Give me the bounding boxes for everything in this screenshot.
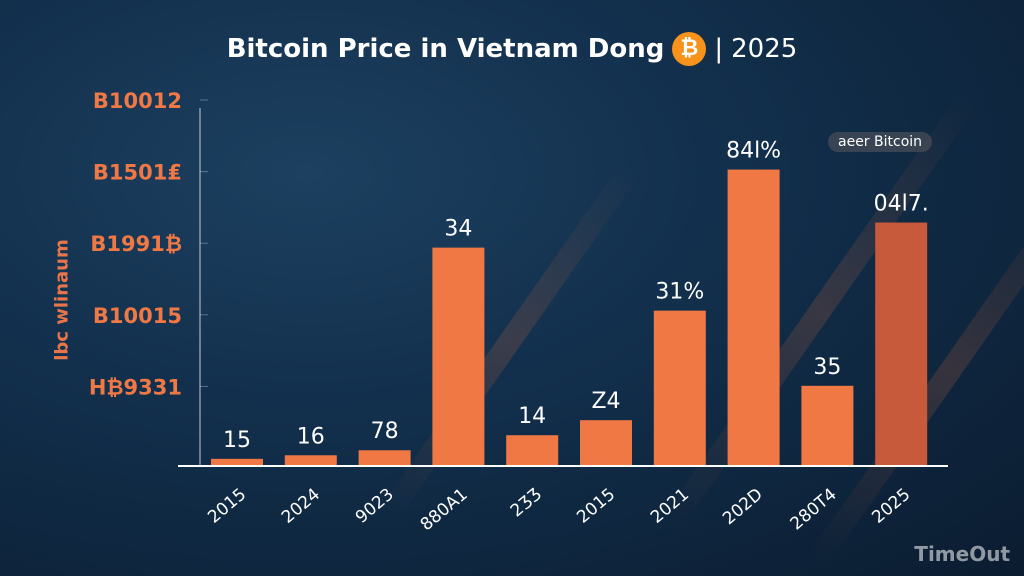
x-tick-label: 880A1 (417, 485, 472, 536)
x-tick-label: 280T4 (787, 485, 841, 535)
title-year: 2025 (731, 34, 798, 64)
bar (653, 310, 706, 466)
data-label: Z4 (591, 389, 620, 414)
bar (801, 385, 854, 466)
chart-title: Bitcoin Price in Vietnam Dong ₿ | 2025 (226, 32, 798, 66)
bar (506, 435, 559, 466)
x-tick-label: 2ƷƷ (507, 485, 545, 522)
x-tick-label: 2015 (573, 485, 619, 528)
x-tick-label: 9023 (352, 485, 398, 528)
y-tick-label: B10012 (93, 89, 182, 113)
y-tick-label: B1501₤ (93, 161, 182, 185)
legend: aeer Bitcoin (828, 132, 933, 152)
y-tick-label: H₿9331 (89, 375, 182, 399)
bar (211, 458, 263, 466)
bar (875, 222, 928, 466)
bitcoin-icon: ₿ (672, 32, 707, 66)
bar (432, 247, 485, 466)
bar (358, 450, 411, 466)
data-label: 35 (813, 355, 841, 380)
y-tick-label: B10015 (93, 304, 182, 328)
x-tick-label: 2024 (278, 485, 324, 528)
x-tick-label: 202D (719, 485, 767, 530)
x-tick-label: 2015 (204, 485, 250, 528)
data-label: 04l7. (874, 192, 929, 217)
data-label: 78 (371, 419, 399, 444)
data-label: 84l% (726, 139, 781, 164)
bar (284, 455, 337, 466)
y-tick-label: B1991₿ (90, 232, 182, 256)
x-tick-label: 2025 (868, 485, 914, 528)
data-label: 16 (297, 424, 325, 449)
watermark: TimeOut (914, 542, 1010, 566)
data-label: 14 (518, 404, 546, 429)
bar (580, 420, 632, 466)
data-label: 31% (655, 280, 704, 305)
data-label: 15 (223, 428, 251, 453)
data-label: 34 (444, 217, 472, 242)
title-text: Bitcoin Price in Vietnam Dong (226, 34, 665, 64)
bar (727, 169, 780, 467)
x-tick-label: 2021 (647, 485, 693, 528)
